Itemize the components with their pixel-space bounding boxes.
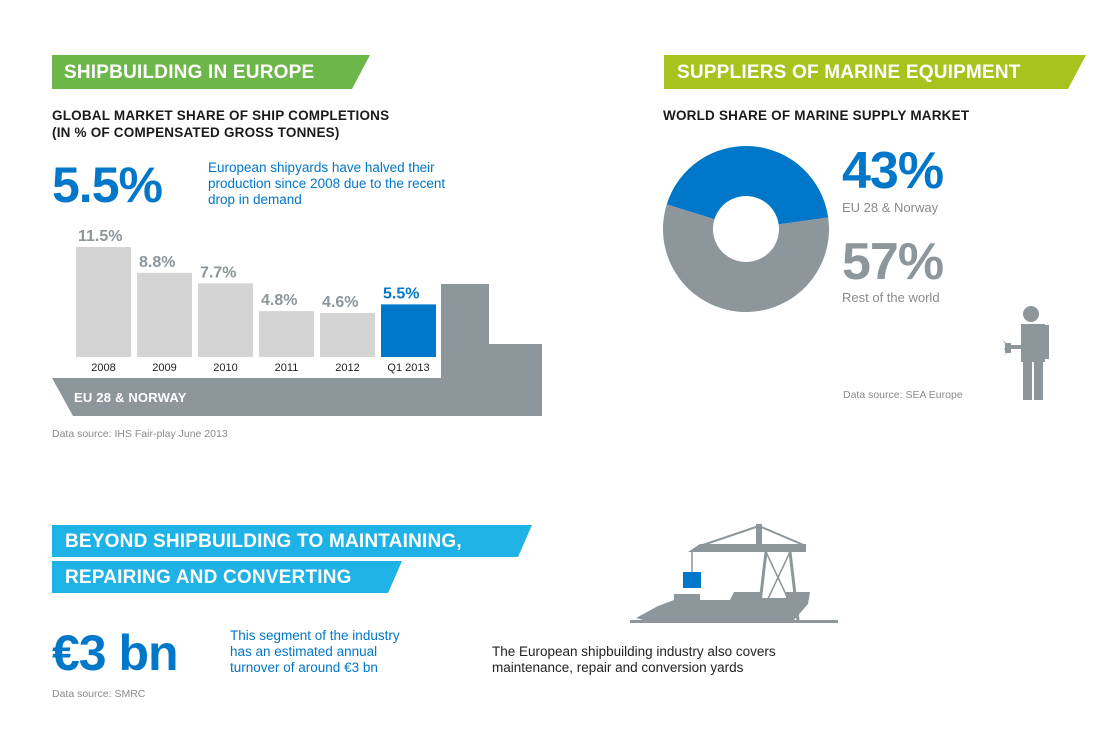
market-share-bar-chart: 11.5% 2008 8.8% 2009 7.7% 2010 4.8% 2011 4.6% 201…: [52, 228, 542, 416]
turnover-note-line1: This segment of the industry: [230, 628, 400, 643]
bar-q1-2013: [381, 304, 436, 357]
eu-share-value: 43%: [842, 142, 944, 200]
shipbuilding-banner-bg: [52, 55, 370, 89]
beyond-banner-bg-line2: [52, 561, 402, 593]
repair-caption-line2: maintenance, repair and conversion yards: [492, 660, 744, 675]
beyond-banner-title-line1: BEYOND SHIPBUILDING TO MAINTAINING,: [65, 531, 462, 552]
bar-category-label: 2009: [152, 362, 176, 374]
market-share-subtitle-line2: (IN % OF COMPENSATED GROSS TONNES): [52, 125, 340, 140]
market-share-subtitle-line1: GLOBAL MARKET SHARE OF SHIP COMPLETIONS: [52, 108, 390, 123]
rest-share-label: Rest of the world: [842, 290, 940, 305]
turnover-note-line3: turnover of around €3 bn: [230, 660, 378, 675]
bar-2010: [198, 283, 253, 357]
turnover-note-line2: has an estimated annual: [230, 644, 378, 659]
suppliers-source: Data source: SEA Europe: [843, 389, 963, 401]
shipbuilding-note-line3: drop in demand: [208, 192, 302, 207]
donut-slice-eu-norway: [666, 146, 829, 225]
bar-2009: [137, 272, 192, 357]
bar-category-label: 2011: [275, 362, 299, 374]
bar-value-label: 4.8%: [261, 292, 297, 309]
bar-value-label: 8.8%: [139, 254, 175, 271]
turnover-big-value: €3 bn: [52, 625, 179, 681]
bar-category-label: 2008: [91, 362, 115, 374]
bar-category-label: Q1 2013: [387, 362, 429, 374]
bar-2012: [320, 313, 375, 357]
turnover-source: Data source: SMRC: [52, 688, 146, 700]
marine-supply-donut-chart: [663, 146, 829, 313]
marine-supply-subtitle: WORLD SHARE OF MARINE SUPPLY MARKET: [663, 108, 970, 123]
bar-2011: [259, 311, 314, 357]
rest-share-value: 57%: [842, 233, 944, 291]
bar-category-label: 2010: [213, 362, 237, 374]
bar-2008: [76, 247, 131, 357]
bar-value-label: 5.5%: [383, 285, 419, 302]
beyond-banner-bg-line1: [52, 525, 532, 557]
shipbuilding-note-line1: European shipyards have halved their: [208, 160, 435, 175]
bar-value-label: 11.5%: [78, 228, 122, 245]
ship-hull-icon: [52, 284, 542, 416]
suppliers-banner-bg: [664, 55, 1086, 89]
suppliers-banner-title: SUPPLIERS OF MARINE EQUIPMENT: [677, 62, 1021, 83]
shipbuilding-note-line2: production since 2008 due to the recent: [208, 176, 446, 191]
bar-value-label: 7.7%: [200, 264, 236, 281]
shipbuilding-banner-title: SHIPBUILDING IN EUROPE: [64, 62, 315, 83]
shipbuilding-big-value: 5.5%: [52, 157, 163, 213]
hull-label: EU 28 & NORWAY: [74, 390, 187, 405]
worker-with-wrench-icon: [1002, 306, 1049, 400]
bar-category-label: 2012: [335, 362, 359, 374]
crane-ship-icon: [630, 524, 838, 623]
shipbuilding-source: Data source: IHS Fair-play June 2013: [52, 428, 228, 440]
eu-share-label: EU 28 & Norway: [842, 200, 939, 215]
donut-slice-rest-of-world: [663, 204, 829, 313]
beyond-banner-title-line2: REPAIRING AND CONVERTING: [65, 567, 352, 588]
repair-caption-line1: The European shipbuilding industry also …: [492, 644, 776, 659]
bar-value-label: 4.6%: [322, 294, 358, 311]
